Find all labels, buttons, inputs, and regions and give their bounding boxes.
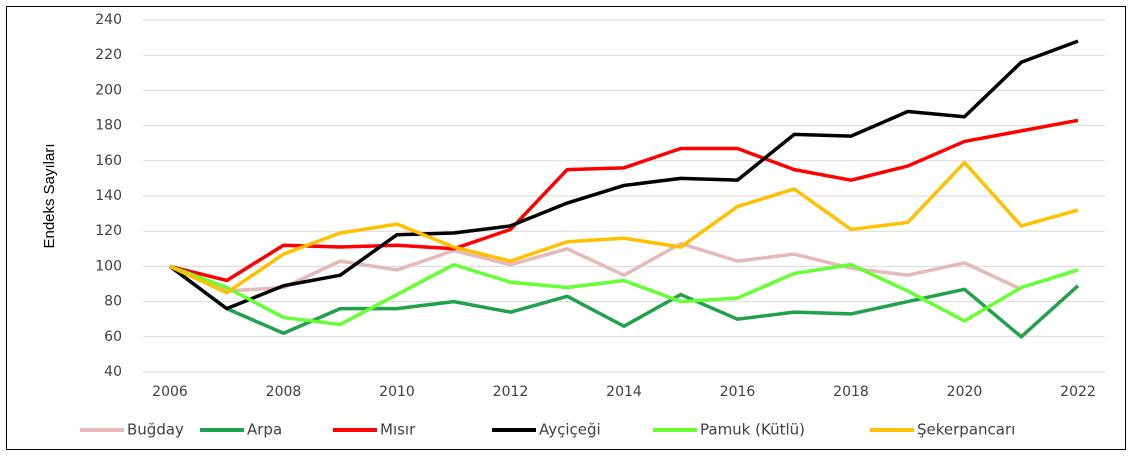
y-tick-label: 180 (95, 118, 122, 134)
x-tick-label: 2010 (379, 384, 415, 400)
legend-label: Ayçiçeği (539, 421, 601, 439)
series-line (168, 39, 1079, 311)
series-line (168, 264, 1080, 339)
y-tick-label: 80 (104, 294, 122, 310)
x-tick-label: 2020 (947, 384, 983, 400)
series-line (169, 262, 1079, 327)
series-line (169, 241, 1022, 293)
legend-label: Arpa (247, 421, 282, 439)
y-tick-label: 160 (95, 153, 122, 169)
y-axis-label: Endeks Sayıları (41, 143, 58, 248)
y-tick-label: 140 (95, 188, 122, 204)
series-line (169, 160, 1079, 295)
y-tick-label: 120 (95, 223, 122, 239)
x-tick-label: 2022 (1060, 384, 1096, 400)
x-tick-label: 2016 (720, 384, 756, 400)
x-tick-label: 2008 (266, 384, 302, 400)
y-tick-label: 220 (95, 47, 122, 63)
y-tick-label: 240 (95, 12, 122, 28)
y-tick-label: 200 (95, 82, 122, 98)
y-tick-label: 100 (95, 258, 122, 274)
legend-label: Buğday (127, 421, 184, 439)
x-tick-label: 2014 (606, 384, 642, 400)
series-line (169, 118, 1079, 283)
x-tick-label: 2012 (493, 384, 529, 400)
legend-label: Mısır (380, 421, 416, 439)
y-tick-label: 40 (104, 364, 122, 380)
x-tick-label: 2006 (152, 384, 188, 400)
legend-label: Şekerpancarı (917, 421, 1015, 439)
x-tick-label: 2018 (833, 384, 869, 400)
legend-label: Pamuk (Kütlü) (700, 421, 805, 439)
chart-border (6, 6, 1126, 450)
y-tick-label: 60 (104, 329, 122, 345)
